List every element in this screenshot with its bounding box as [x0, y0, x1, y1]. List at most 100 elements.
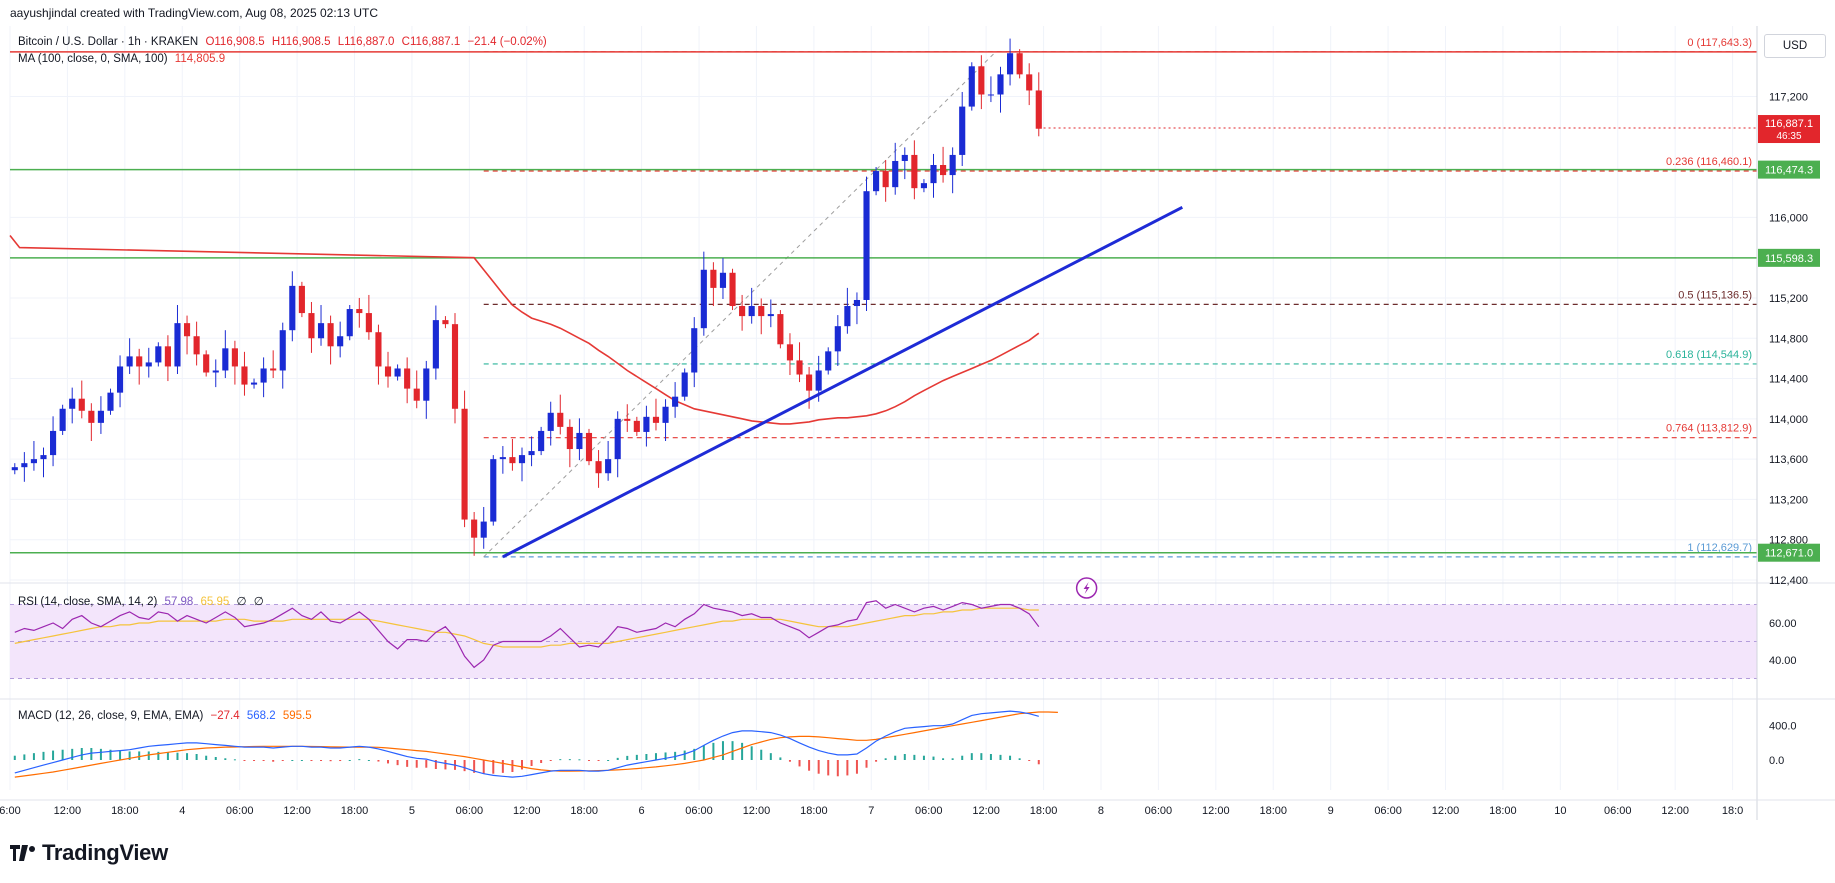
candle-body — [662, 406, 669, 423]
support-lines[interactable] — [10, 51, 1757, 554]
candle-body — [423, 368, 430, 401]
x-tick-label: 06:00 — [915, 805, 943, 817]
candle-body — [595, 461, 602, 474]
candle-body — [136, 356, 143, 367]
candle-body — [585, 432, 593, 462]
macd-histogram-bar — [434, 760, 437, 769]
candle-body — [346, 309, 353, 337]
candle-body — [222, 348, 229, 371]
axes: 117,200 116,000 115,200 114,800 114,400 114,0… — [0, 26, 1835, 820]
x-tick-label: 06:00 — [226, 805, 254, 817]
y-tick-label: 117,200 — [1769, 92, 1808, 104]
x-tick-label: 8 — [1098, 805, 1104, 817]
macd-histogram-bar — [166, 752, 169, 760]
macd-histogram-bar — [549, 760, 552, 761]
support-price-label: 112,671.0 — [1765, 548, 1813, 560]
currency-selector[interactable]: USD — [1764, 34, 1826, 58]
macd-histogram-bar — [348, 760, 351, 761]
candle-body — [30, 459, 37, 464]
macd-histogram-bar — [205, 755, 208, 760]
candle-body — [1007, 53, 1014, 75]
macd-histogram-bar — [961, 755, 964, 760]
candle-body — [394, 368, 401, 377]
candles — [11, 38, 1042, 556]
candle-body — [624, 418, 631, 421]
x-tick-label: 18:00 — [1259, 805, 1287, 817]
macd-histogram-bar — [224, 758, 227, 760]
candle-body — [365, 313, 372, 333]
tradingview-logo[interactable]: TradingView — [10, 840, 168, 866]
candle-body — [796, 360, 803, 375]
x-tick-label: 06:00 — [456, 805, 484, 817]
macd-histogram-bar — [760, 749, 763, 760]
candle-body — [748, 306, 755, 317]
candle-body — [337, 336, 344, 347]
candle-body — [327, 323, 334, 347]
macd-histogram-bar — [616, 757, 619, 760]
macd-histogram-bar — [71, 748, 74, 760]
rsi-pane: 60.00 40.00 — [10, 600, 1797, 679]
macd-histogram-bar — [90, 748, 93, 760]
x-tick-label: 12:00 — [54, 805, 82, 817]
macd-histogram-bar — [721, 741, 724, 760]
macd-histogram-bar — [329, 760, 332, 762]
x-tick-label: 06:00 — [1145, 805, 1173, 817]
macd-line — [14, 710, 1039, 778]
fib-retracement[interactable]: 0 (117,643.3) 0.236 (116,460.1) 0.5 (115,1… — [483, 37, 1757, 558]
candle-body — [21, 463, 28, 468]
x-tick-label: 6:00 — [0, 805, 21, 817]
rsi-legend[interactable]: RSI (14, close, SMA, 14, 2) 57.98 65.95 … — [18, 594, 268, 608]
candle-body — [375, 332, 382, 367]
candle-body — [356, 309, 363, 314]
y-tick-label: 115,200 — [1769, 293, 1808, 305]
candle-body — [1016, 53, 1023, 75]
macd-histogram-bar — [147, 751, 150, 760]
candle-body — [786, 344, 794, 361]
candle-body — [739, 306, 746, 317]
macd-histogram-bar — [415, 760, 418, 768]
candle-body — [97, 410, 104, 423]
symbol-legend[interactable]: Bitcoin / U.S. Dollar · 1h · KRAKEN O116… — [18, 36, 551, 48]
candle-body — [145, 362, 152, 367]
ma-100-line — [9, 235, 1040, 425]
macd-legend[interactable]: MACD (12, 26, close, 9, EMA, EMA) −27.4 … — [18, 710, 316, 722]
candle-body — [911, 154, 918, 189]
macd-histogram-bar — [186, 753, 189, 760]
x-tick-label: 12:00 — [283, 805, 311, 817]
candle-body — [298, 285, 305, 314]
ma-legend[interactable]: MA (100, close, 0, SMA, 100) 114,805.9 — [18, 53, 229, 65]
current-price-label: 116,887.1 — [1765, 118, 1813, 130]
fib-level-label: 0.5 (115,136.5) — [1678, 289, 1752, 301]
candle-body — [509, 457, 516, 464]
fib-level-label: 0.764 (113,812.9) — [1666, 423, 1752, 435]
macd-signal-line — [14, 711, 1058, 778]
candle-body — [672, 396, 679, 407]
macd-histogram-bar — [463, 760, 466, 772]
high-value: H116,908.5 — [271, 36, 331, 48]
candle-body — [88, 410, 95, 423]
macd-histogram-bar — [520, 760, 523, 770]
rsi-line — [14, 600, 1040, 669]
macd-histogram-bar — [999, 754, 1002, 760]
fib-level-label: 0.236 (116,460.1) — [1666, 156, 1752, 168]
candle-body — [758, 306, 765, 317]
macd-histogram-bar — [1028, 760, 1031, 761]
candle-body — [231, 348, 238, 367]
macd-histogram-bar — [674, 751, 677, 760]
macd-histogram-bar — [157, 751, 160, 760]
macd-histogram-bar — [903, 754, 906, 760]
y-tick-label: 113,200 — [1769, 494, 1808, 506]
macd-histogram-bar — [683, 750, 686, 760]
candle-body — [270, 368, 277, 371]
candle-body — [968, 66, 975, 107]
trend-line[interactable] — [502, 205, 1184, 559]
candle-body — [863, 191, 870, 300]
candle-body — [78, 398, 85, 411]
macd-histogram-bar — [540, 760, 543, 763]
ascending-trendline — [502, 205, 1184, 559]
candle-body — [681, 372, 688, 397]
macd-histogram-bar — [425, 760, 428, 768]
candle-body — [825, 351, 832, 371]
macd-histogram-bar — [138, 751, 141, 760]
